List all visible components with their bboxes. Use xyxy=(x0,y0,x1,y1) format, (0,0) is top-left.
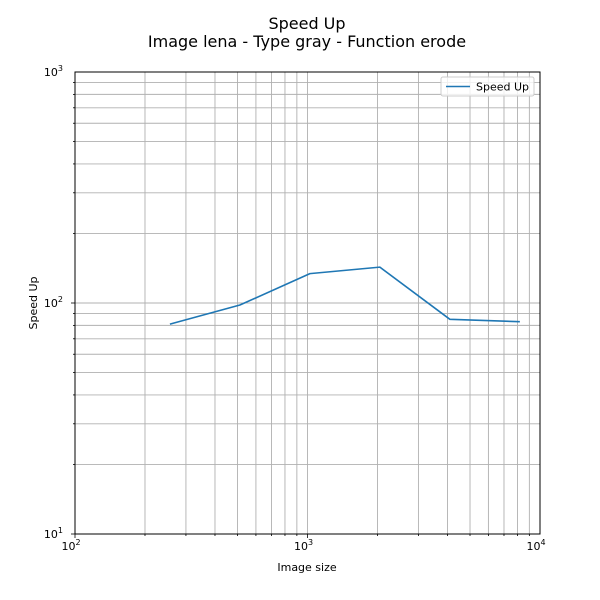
legend-box xyxy=(440,76,535,97)
legend: Speed Up xyxy=(440,76,535,97)
y-tick-label: 101 xyxy=(44,526,63,541)
x-tick-label: 102 xyxy=(61,538,80,553)
series-layer xyxy=(169,266,520,325)
series-line-speed-up xyxy=(169,266,520,325)
grid xyxy=(74,72,540,535)
y-axis-label: Speed Up xyxy=(27,276,40,329)
x-tick-label: 103 xyxy=(294,538,313,553)
x-tick-label: 104 xyxy=(526,538,545,553)
x-axis-label: Image size xyxy=(277,561,337,574)
y-tick-label: 103 xyxy=(44,64,63,79)
chart-title: Speed Up xyxy=(268,14,345,33)
legend-label-speed-up: Speed Up xyxy=(476,81,529,94)
y-tick-label: 102 xyxy=(44,295,63,310)
chart-subtitle: Image lena - Type gray - Function erode xyxy=(148,32,466,51)
